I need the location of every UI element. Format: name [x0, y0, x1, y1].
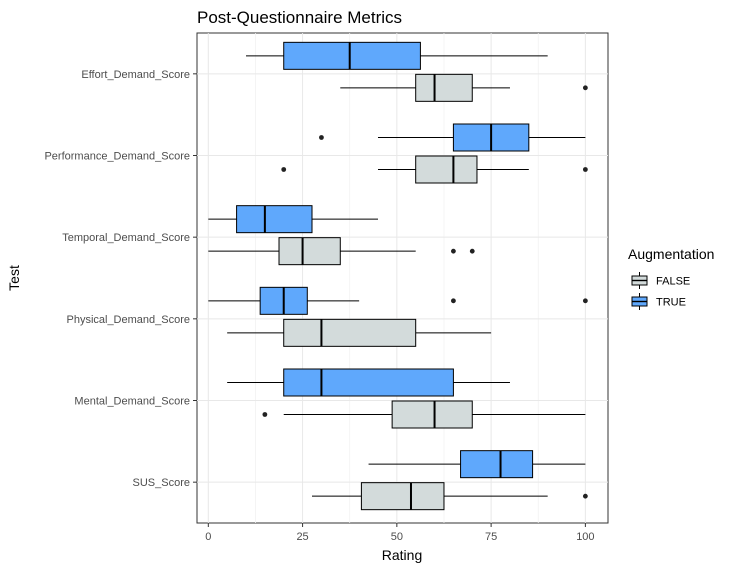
box-performance-demand-score-true [319, 123, 586, 152]
x-tick-label-75: 75 [485, 531, 497, 543]
iqr-box-physical-demand-score-false [283, 318, 417, 347]
box-effort-demand-score-true [246, 41, 548, 70]
legend-entry-false: FALSE [631, 272, 690, 289]
box-physical-demand-score-true [208, 286, 588, 315]
box-mental-demand-score-false [262, 400, 586, 429]
y-tick-label-physical-demand-score: Physical_Demand_Score [66, 314, 190, 326]
chart-title: Post-Questionnaire Metrics [197, 8, 402, 27]
iqr-box-temporal-demand-score-true [236, 205, 313, 234]
iqr-box-sus-score-false [360, 482, 445, 511]
legend-label-false: FALSE [656, 276, 690, 288]
legend-entry-true: TRUE [631, 293, 686, 310]
legend-title: Augmentation [628, 246, 714, 262]
y-tick-label-mental-demand-score: Mental_Demand_Score [74, 396, 190, 408]
outlier-point-performance-demand-score-false [281, 167, 287, 172]
outlier-point-mental-demand-score-false [262, 412, 268, 417]
outlier-point-performance-demand-score-true [319, 135, 324, 140]
outlier-point-temporal-demand-score-false [451, 248, 456, 254]
x-tick-label-25: 25 [296, 531, 308, 543]
box-sus-score-false [312, 482, 588, 511]
outlier-point-performance-demand-score-false [582, 167, 588, 172]
x-tick-label-50: 50 [391, 531, 403, 543]
iqr-box-mental-demand-score-true [283, 368, 454, 397]
legend-label-true: TRUE [656, 297, 686, 309]
box-effort-demand-score-false [340, 73, 588, 102]
outlier-point-effort-demand-score-false [582, 85, 588, 91]
x-tick-label-0: 0 [205, 531, 211, 543]
x-tick-labels: 0 25 50 75 100 [205, 523, 595, 543]
iqr-box-sus-score-true [460, 450, 534, 479]
iqr-box-mental-demand-score-false [391, 400, 473, 429]
iqr-box-effort-demand-score-false [415, 73, 473, 102]
outlier-point-temporal-demand-score-false [469, 248, 475, 254]
x-tick-label-100: 100 [576, 531, 594, 543]
box-temporal-demand-score-true [208, 205, 378, 234]
box-temporal-demand-score-false [208, 237, 475, 266]
box-sus-score-true [368, 450, 586, 479]
y-axis-title: Test [6, 265, 22, 291]
box-performance-demand-score-false [281, 155, 588, 184]
box-mental-demand-score-true [227, 368, 510, 397]
legend: Augmentation FALSE TRUE [628, 246, 714, 310]
y-tick-label-temporal-demand-score: Temporal_Demand_Score [62, 232, 190, 244]
outlier-point-physical-demand-score-true [451, 298, 456, 304]
x-axis-title: Rating [382, 547, 422, 563]
box-layer [208, 41, 588, 511]
iqr-box-performance-demand-score-false [415, 155, 478, 184]
y-tick-labels: Effort_Demand_Score Performance_Demand_Sc… [44, 69, 197, 489]
y-tick-label-performance-demand-score: Performance_Demand_Score [44, 151, 190, 163]
iqr-box-effort-demand-score-true [283, 41, 421, 70]
outlier-point-sus-score-false [582, 493, 588, 499]
outlier-point-physical-demand-score-true [582, 298, 588, 304]
box-physical-demand-score-false [227, 318, 492, 347]
iqr-box-temporal-demand-score-false [278, 237, 341, 266]
y-tick-label-effort-demand-score: Effort_Demand_Score [81, 69, 190, 81]
plot-panel [196, 32, 609, 524]
y-tick-label-sus-score: SUS_Score [133, 477, 190, 489]
